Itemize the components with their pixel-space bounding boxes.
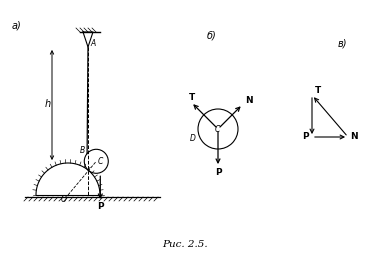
Text: T: T <box>315 86 321 95</box>
Text: в): в) <box>338 39 348 49</box>
Text: O: O <box>61 195 67 204</box>
Text: P: P <box>302 132 309 141</box>
Text: Рис. 2.5.: Рис. 2.5. <box>162 240 208 249</box>
Text: N: N <box>350 132 358 141</box>
Text: б): б) <box>207 31 217 41</box>
Text: C: C <box>97 157 103 166</box>
Text: C: C <box>215 125 220 134</box>
Text: D: D <box>190 134 196 143</box>
Text: P: P <box>97 202 104 211</box>
Text: P: P <box>215 168 221 177</box>
Text: h: h <box>45 99 51 109</box>
Text: N: N <box>245 96 252 105</box>
Text: B: B <box>80 145 85 154</box>
Text: а): а) <box>12 21 22 31</box>
Text: A: A <box>90 39 95 48</box>
Text: T: T <box>189 93 196 102</box>
